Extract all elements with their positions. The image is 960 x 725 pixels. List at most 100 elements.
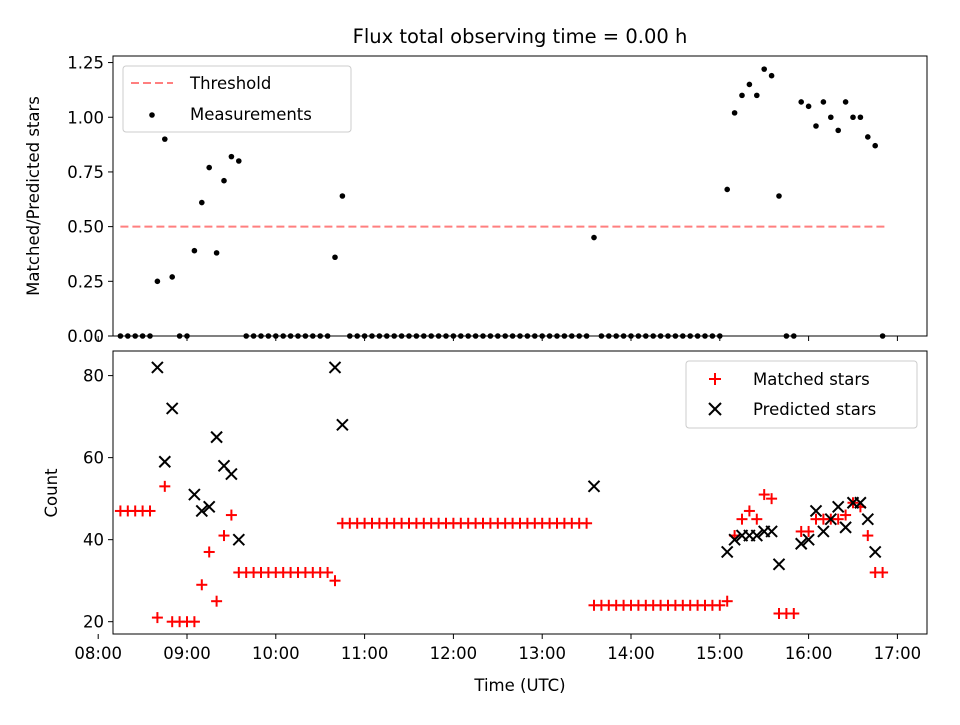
- predicted-star-point: [720, 545, 734, 559]
- x-tick-label: 17:00: [874, 644, 922, 663]
- measurement-point: [191, 247, 198, 254]
- matched-star-point: [151, 612, 163, 624]
- predicted-star-point: [225, 467, 238, 481]
- chart-title: Flux total observing time = 0.00 h: [353, 25, 688, 48]
- measurement-point: [768, 72, 775, 79]
- measurement-point: [332, 254, 338, 261]
- ratio-legend-box: [122, 65, 352, 133]
- threshold-legend-label: Threshold: [189, 74, 271, 93]
- matched-star-point: [840, 509, 852, 521]
- predicted-legend-swatch: [708, 402, 722, 416]
- measurement-point: [820, 99, 827, 105]
- matched-star-point: [743, 505, 755, 517]
- measurements-legend-label: Measurements: [190, 105, 312, 124]
- measurement-point: [835, 127, 841, 134]
- matched-star-point: [862, 530, 874, 542]
- count-axes-frame: [112, 350, 928, 635]
- predicted-star-point: [232, 533, 246, 546]
- measurement-point: [591, 234, 597, 241]
- matched-star-point: [196, 579, 208, 591]
- ratio-y-axis-label: Matched/Predicted stars: [24, 96, 43, 296]
- matched-star-point: [159, 480, 171, 492]
- count-legend-box: [685, 360, 918, 429]
- predicted-star-point: [750, 529, 764, 542]
- predicted-star-point: [728, 533, 741, 546]
- measurement-point: [850, 114, 856, 121]
- predicted-star-point: [824, 512, 838, 526]
- measurement-point: [228, 153, 235, 160]
- measurement-point: [731, 110, 738, 116]
- measurement-point: [828, 114, 834, 121]
- ratio-y-tick-label: 0.00: [67, 327, 104, 346]
- matched-star-point: [832, 513, 844, 525]
- matched-legend-label: Matched stars: [753, 370, 870, 389]
- matched-star-point: [218, 530, 230, 542]
- ratio-y-tick-label: 0.50: [67, 218, 104, 237]
- predicted-star-point: [839, 521, 852, 534]
- count-legend: Matched stars Predicted stars: [685, 360, 918, 429]
- x-tick-label: 11:00: [341, 644, 389, 663]
- measurement-point: [857, 114, 864, 121]
- matched-star-point: [203, 546, 215, 558]
- ratio-panel: 0.00 0.25 0.50 0.75 1.00 1.25 Matched/Predict…: [24, 54, 928, 346]
- measurement-point: [805, 103, 812, 110]
- measurement-point: [842, 99, 849, 105]
- predicted-star-point: [809, 504, 823, 518]
- predicted-legend-label: Predicted stars: [753, 400, 876, 419]
- matched-star-point: [758, 489, 770, 501]
- count-y-ticks: 20 40 60 80: [83, 367, 113, 632]
- measurement-point: [739, 92, 745, 99]
- matched-legend-swatch: [709, 373, 721, 385]
- predicted-star-point: [165, 402, 179, 415]
- measurement-point: [339, 193, 346, 199]
- predicted-star-point: [328, 361, 342, 374]
- predicted-star-point: [336, 418, 349, 432]
- measurement-point: [154, 278, 161, 285]
- count-panel: 20 40 60 80 08:00 09:00 10:00 11:00 12:00 13:00 1…: [42, 350, 928, 695]
- predicted-star-point: [765, 525, 778, 538]
- ratio-y-tick-label: 1.00: [67, 108, 104, 127]
- x-tick-label: 12:00: [430, 644, 478, 663]
- measurement-point: [798, 99, 804, 105]
- measurement-point: [206, 164, 212, 171]
- x-tick-label: 08:00: [74, 644, 122, 663]
- predicted-star-point: [817, 525, 830, 538]
- ratio-axes-frame: [112, 55, 928, 337]
- ratio-y-tick-label: 1.25: [67, 54, 104, 73]
- measurement-point: [761, 66, 767, 72]
- measurement-point: [724, 186, 730, 193]
- ratio-legend: Threshold Measurements: [122, 65, 352, 133]
- x-tick-label: 10:00: [252, 644, 300, 663]
- matched-star-point: [721, 595, 733, 607]
- count-series: [114, 361, 889, 628]
- count-y-axis-label: Count: [42, 468, 61, 518]
- x-tick-label: 13:00: [518, 644, 566, 663]
- predicted-star-point: [772, 558, 786, 571]
- x-tick-label: 09:00: [163, 644, 211, 663]
- matched-star-point: [144, 505, 156, 517]
- measurement-point: [754, 92, 760, 99]
- matched-star-point: [225, 509, 237, 521]
- predicted-star-point: [210, 430, 223, 444]
- measurement-point: [776, 193, 782, 199]
- matched-star-point: [211, 595, 223, 607]
- predicted-star-point: [868, 545, 882, 559]
- matched-star-point: [751, 513, 763, 525]
- matched-star-point: [803, 525, 815, 537]
- measurement-point: [872, 142, 878, 149]
- ratio-y-tick-label: 0.75: [67, 163, 104, 182]
- measurement-point: [162, 136, 168, 142]
- matched-star-point: [788, 607, 800, 619]
- ratio-y-ticks: 0.00 0.25 0.50 0.75 1.00 1.25: [67, 54, 113, 346]
- x-tick-label: 14:00: [607, 644, 655, 663]
- measurement-point: [221, 177, 227, 184]
- predicted-star-point: [587, 480, 601, 493]
- count-y-tick-label: 20: [83, 613, 104, 632]
- measurement-point: [236, 158, 242, 164]
- predicted-star-point: [861, 512, 875, 526]
- matched-star-point: [329, 575, 341, 587]
- predicted-star-point: [831, 500, 845, 514]
- matched-star-point: [188, 616, 200, 628]
